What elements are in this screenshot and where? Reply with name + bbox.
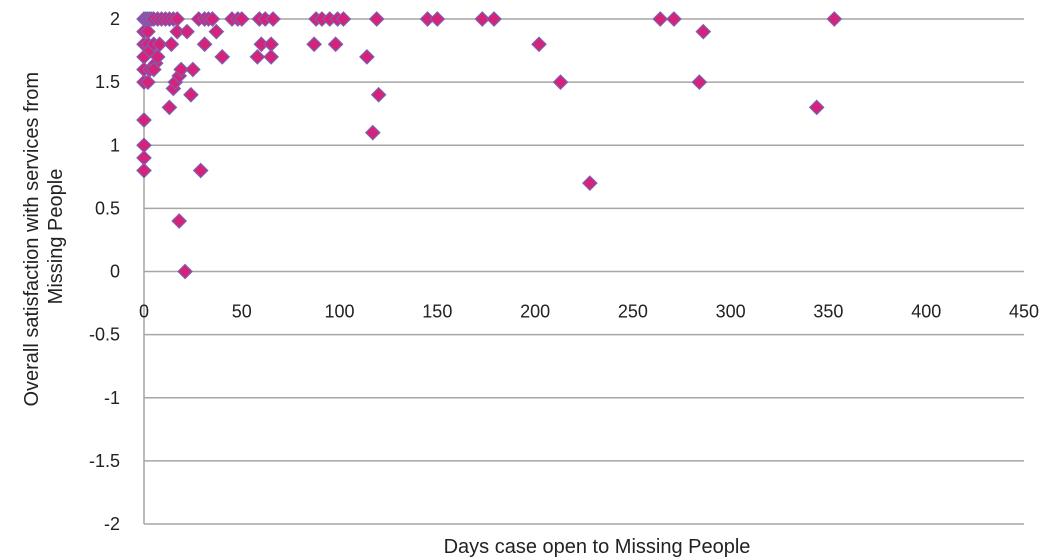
y-tick-label: -1 <box>104 388 120 408</box>
x-tick-label: 0 <box>139 302 149 322</box>
data-point <box>171 213 188 229</box>
data-point <box>582 175 598 191</box>
x-axis-title: Days case open to Missing People <box>444 536 751 558</box>
data-point <box>208 23 225 40</box>
y-tick-label: 2 <box>110 9 120 29</box>
data-point <box>370 86 387 103</box>
data-point <box>177 263 193 280</box>
data-point <box>136 162 152 179</box>
data-point <box>552 74 569 90</box>
data-point <box>183 86 199 103</box>
data-point <box>666 11 682 27</box>
x-tick-label: 450 <box>1009 302 1039 322</box>
data-point <box>233 11 250 27</box>
data-point <box>652 11 669 27</box>
data-point <box>145 61 162 78</box>
data-point <box>214 49 231 65</box>
data-point <box>695 23 712 40</box>
y-tick-label: 0.5 <box>95 198 120 218</box>
data-point <box>364 124 381 141</box>
data-point <box>136 112 152 128</box>
data-point <box>140 74 156 90</box>
data-point <box>265 11 281 27</box>
data-point <box>185 61 201 78</box>
y-tick-label: -0.5 <box>89 325 120 345</box>
y-axis-title: Overall satisfaction with services from … <box>21 66 67 406</box>
y-axis-title-line-2: Missing People <box>45 169 67 305</box>
data-point <box>359 49 375 65</box>
x-tick-label: 250 <box>618 302 648 322</box>
data-point <box>429 11 446 27</box>
y-tick-label: 0 <box>110 262 120 282</box>
data-point <box>163 36 180 53</box>
data-point <box>192 162 209 179</box>
x-tick-label: 150 <box>422 302 452 322</box>
data-point <box>691 74 708 90</box>
y-axis-title-line-1: Overall satisfaction with services from <box>21 72 43 407</box>
x-tick-label: 350 <box>813 302 843 322</box>
data-point <box>327 36 344 53</box>
data-point <box>173 61 190 78</box>
x-tick-label: 200 <box>520 302 550 322</box>
data-point <box>826 11 843 27</box>
gridlines <box>144 18 1024 525</box>
data-point <box>149 49 166 65</box>
x-tick-label: 300 <box>716 302 746 322</box>
data-point <box>196 36 213 53</box>
data-point <box>151 36 168 53</box>
data-point <box>263 49 279 65</box>
data-point <box>335 11 352 27</box>
y-tick-label: 1.5 <box>95 72 120 92</box>
y-tick-label: -2 <box>104 514 120 534</box>
data-points <box>136 11 843 280</box>
x-tick-label: 100 <box>325 302 355 322</box>
x-tick-label: 400 <box>911 302 941 322</box>
y-tick-label: -1.5 <box>89 451 120 471</box>
data-point <box>306 36 322 53</box>
y-tick-label: 1 <box>110 135 120 155</box>
data-point <box>808 99 825 116</box>
data-point <box>204 11 221 27</box>
tick-labels: -2 -1.5 -1 -0.5 0 0.5 1 1.5 2 0 50 100 150 200 250 300 3… <box>89 9 1039 534</box>
data-point <box>474 11 491 27</box>
data-point <box>486 11 502 27</box>
data-point <box>249 49 266 65</box>
data-point <box>161 99 178 116</box>
data-point <box>531 36 547 53</box>
axes <box>143 19 1024 524</box>
data-point <box>368 11 385 27</box>
x-tick-label: 50 <box>232 302 252 322</box>
data-point <box>179 23 195 40</box>
